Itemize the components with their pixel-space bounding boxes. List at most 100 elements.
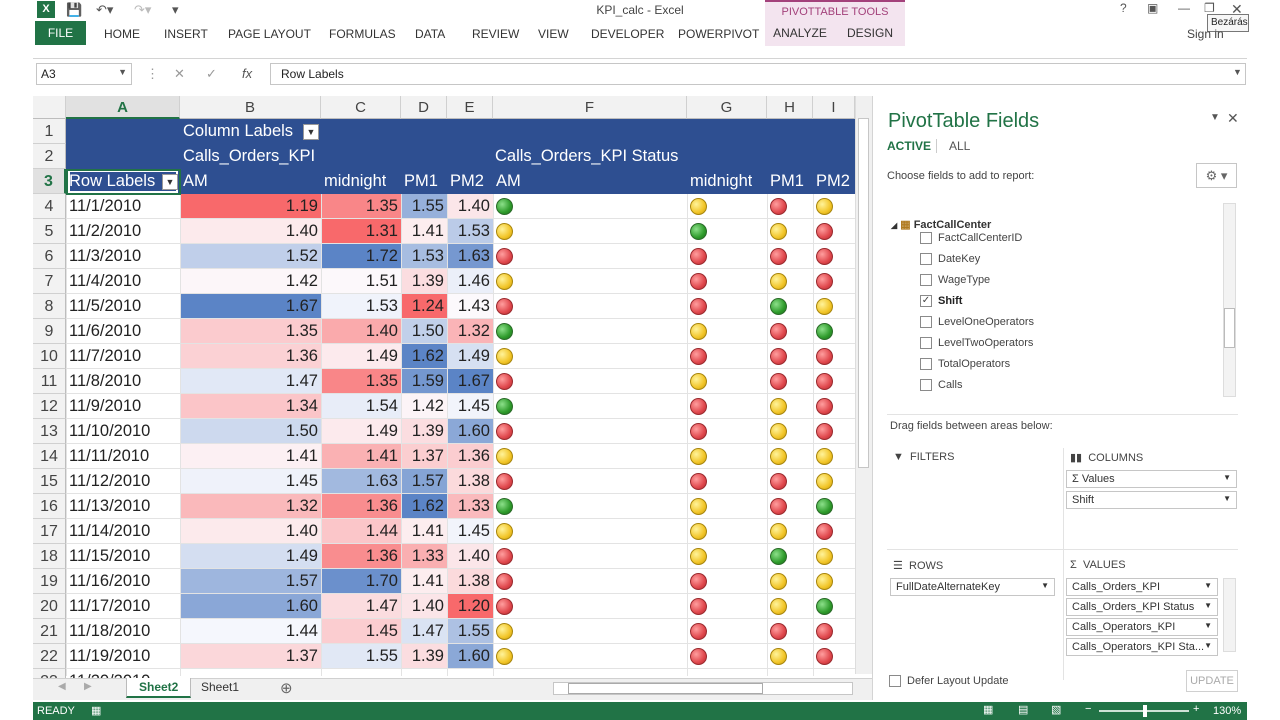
kpi-value-cell[interactable]: 1.41 [401, 519, 447, 544]
row-label[interactable]: 11/5/2010 [66, 294, 180, 319]
kpi-value-cell[interactable]: 1.45 [180, 469, 321, 494]
row-header-10[interactable]: 10 [33, 344, 66, 369]
worksheet-grid[interactable]: A B C D E F G H I 1 2 3 4 5 6 7 8 9 10 11 12 13 14 15 16 17 18 19 20… [33, 96, 855, 678]
gear-icon[interactable]: ⚙ ▾ [1196, 163, 1237, 188]
column-header-b[interactable]: B [180, 96, 321, 119]
kpi-value-cell[interactable]: 1.63 [321, 469, 401, 494]
kpi-value-cell[interactable]: 1.57 [180, 569, 321, 594]
row-label[interactable]: 11/14/2010 [66, 519, 180, 544]
kpi-value-cell[interactable]: 1.46 [447, 269, 493, 294]
insert-function-icon[interactable]: fx [242, 66, 253, 81]
kpi-value-cell[interactable]: 1.39 [401, 269, 447, 294]
kpi-value-cell[interactable]: 1.51 [321, 269, 401, 294]
restore-icon[interactable]: ❐ [1204, 1, 1215, 15]
horizontal-scroll-thumb[interactable] [568, 683, 763, 694]
row-header-1[interactable]: 1 [33, 119, 66, 144]
row-header-17[interactable]: 17 [33, 519, 66, 544]
row-label[interactable]: 11/17/2010 [66, 594, 180, 619]
status-row-bg[interactable] [493, 419, 855, 444]
column-header-g[interactable]: G [687, 96, 767, 119]
field-checkbox[interactable] [920, 253, 932, 266]
kpi-value-cell[interactable]: 1.62 [401, 494, 447, 519]
kpi-value-cell[interactable]: 1.50 [401, 319, 447, 344]
kpi-value-cell[interactable]: 1.54 [321, 394, 401, 419]
kpi-value-cell[interactable]: 1.53 [401, 244, 447, 269]
kpi-value-cell[interactable]: 1.24 [401, 294, 447, 319]
kpi-value-cell[interactable]: 1.42 [401, 394, 447, 419]
collapse-icon[interactable]: ◢ [891, 221, 898, 230]
row-header-9[interactable]: 9 [33, 319, 66, 344]
row-label[interactable]: 11/4/2010 [66, 269, 180, 294]
sheet-tab-sheet1[interactable]: Sheet1 [201, 680, 240, 694]
kpi-value-cell[interactable]: 1.36 [321, 494, 401, 519]
column-labels-filter-button[interactable]: ▼ [303, 124, 319, 140]
kpi-value-cell[interactable]: 1.40 [180, 219, 321, 244]
row-header-4[interactable]: 4 [33, 194, 66, 219]
prev-sheet-icon[interactable]: ◀ [58, 681, 66, 692]
field-checkbox[interactable]: ✓ [920, 295, 932, 308]
row-header-14[interactable]: 14 [33, 444, 66, 469]
kpi-value-cell[interactable]: 1.42 [180, 269, 321, 294]
field-leveloneoperators[interactable]: LevelOneOperators [920, 316, 1034, 329]
tab-home[interactable]: HOME [104, 27, 140, 41]
status-row-bg[interactable] [493, 219, 855, 244]
defer-checkbox[interactable] [889, 675, 901, 688]
undo-icon[interactable]: ↶▾ [96, 2, 114, 17]
defer-layout-update[interactable]: Defer Layout Update [889, 675, 1009, 688]
status-row-bg[interactable] [493, 394, 855, 419]
normal-view-icon[interactable]: ▦ [983, 704, 994, 716]
values-scrollbar[interactable] [1223, 578, 1236, 652]
tab-page-layout[interactable]: PAGE LAYOUT [228, 27, 311, 41]
row-label[interactable]: 11/19/2010 [66, 644, 180, 669]
page-break-view-icon[interactable]: ▧ [1051, 704, 1062, 716]
row-label[interactable]: 11/7/2010 [66, 344, 180, 369]
field-calls[interactable]: Calls [920, 379, 962, 392]
row-label[interactable]: 11/2/2010 [66, 219, 180, 244]
row-label[interactable]: 11/9/2010 [66, 394, 180, 419]
status-row-bg[interactable] [493, 319, 855, 344]
dropdown-icon[interactable]: ▼ [1204, 581, 1212, 590]
field-checkbox[interactable] [920, 337, 932, 350]
tab-data[interactable]: DATA [415, 27, 446, 41]
field-table[interactable]: ◢ ▦ FactCallCenter [891, 218, 991, 231]
row-label[interactable]: 11/16/2010 [66, 569, 180, 594]
column-header-i[interactable]: I [813, 96, 855, 119]
kpi-value-cell[interactable]: 1.53 [447, 219, 493, 244]
dropdown-icon[interactable]: ▼ [1041, 581, 1049, 590]
row-labels-header[interactable]: Row Labels [67, 169, 179, 194]
customize-qat-icon[interactable]: ▾ [172, 2, 179, 17]
kpi-value-cell[interactable]: 1.31 [321, 219, 401, 244]
kpi-value-cell[interactable]: 1.36 [447, 444, 493, 469]
column-header-c[interactable]: C [321, 96, 401, 119]
column-header-e[interactable]: E [447, 96, 493, 119]
kpi-value-cell[interactable]: 1.67 [180, 294, 321, 319]
kpi-value-cell[interactable]: 1.39 [401, 644, 447, 669]
kpi-value-cell[interactable]: 1.50 [180, 419, 321, 444]
values-item[interactable]: Calls_Orders_KPI ▼ [1066, 578, 1218, 596]
dropdown-icon[interactable]: ▼ [1223, 473, 1231, 482]
field-totaloperators[interactable]: TotalOperators [920, 358, 1010, 371]
row-header-23[interactable]: 23 [33, 669, 66, 678]
next-sheet-icon[interactable]: ▶ [84, 681, 92, 692]
row-label[interactable]: 11/10/2010 [66, 419, 180, 444]
field-datekey[interactable]: DateKey [920, 253, 980, 266]
kpi-value-cell[interactable]: 1.59 [401, 369, 447, 394]
column-header-d[interactable]: D [401, 96, 447, 119]
kpi-value-cell[interactable]: 1.49 [180, 544, 321, 569]
tab-active[interactable]: ACTIVE [887, 139, 932, 153]
kpi-value-cell[interactable]: 1.67 [447, 369, 493, 394]
row-header-5[interactable]: 5 [33, 219, 66, 244]
status-row-bg[interactable] [493, 644, 855, 669]
row-label[interactable]: 11/6/2010 [66, 319, 180, 344]
zoom-in-icon[interactable]: + [1193, 703, 1200, 715]
kpi-value-cell[interactable]: 1.33 [447, 494, 493, 519]
columns-item-shift[interactable]: Shift ▼ [1066, 491, 1237, 509]
row-label[interactable]: 11/13/2010 [66, 494, 180, 519]
kpi-value-cell[interactable]: 1.52 [180, 244, 321, 269]
name-box-dropdown-icon[interactable]: ▼ [118, 67, 127, 77]
kpi-value-cell[interactable]: 1.47 [401, 619, 447, 644]
row-label[interactable]: 11/3/2010 [66, 244, 180, 269]
kpi-value-cell[interactable]: 1.47 [180, 369, 321, 394]
expand-formula-icon[interactable]: ▼ [1233, 67, 1242, 77]
cancel-icon[interactable]: ✕ [174, 66, 185, 81]
